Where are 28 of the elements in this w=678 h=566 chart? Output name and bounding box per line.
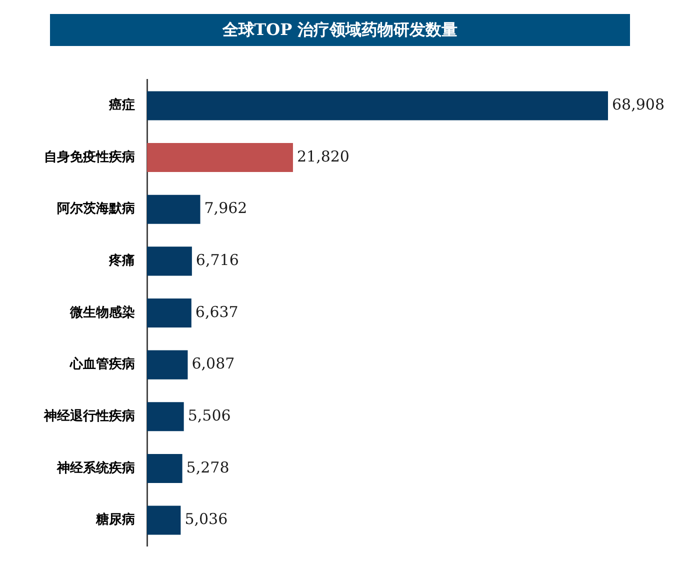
y-tick-label: 神经退行性疾病 — [43, 408, 135, 424]
bar — [147, 246, 192, 276]
data-label: 5,278 — [186, 458, 230, 476]
chart-title: 全球TOP 治疗领域药物研发数量 — [50, 14, 630, 46]
y-tick-label: 糖尿病 — [95, 512, 135, 528]
y-tick-label: 癌症 — [108, 97, 135, 114]
bar — [147, 350, 188, 380]
data-label: 5,036 — [184, 510, 228, 528]
y-tick-label: 心血管疾病 — [69, 356, 135, 372]
data-label: 5,506 — [188, 406, 231, 425]
y-tick-label: 神经系统疾病 — [56, 460, 135, 476]
y-tick-label: 自身免疫性疾病 — [44, 148, 135, 165]
bar — [147, 91, 608, 120]
bar — [147, 506, 181, 535]
data-label: 6,637 — [195, 302, 238, 321]
data-label: 7,962 — [204, 199, 248, 218]
bar — [147, 454, 182, 483]
y-tick-label: 微生物感染 — [69, 304, 135, 320]
data-label: 6,716 — [196, 251, 239, 270]
y-tick-label: 疼痛 — [108, 252, 135, 269]
data-label: 68,908 — [612, 96, 664, 114]
data-label: 21,820 — [296, 147, 350, 166]
bar — [147, 402, 184, 432]
bar — [147, 298, 192, 328]
data-label: 6,087 — [192, 354, 235, 373]
bar — [147, 143, 293, 172]
y-tick-label: 阿尔茨海默病 — [57, 200, 135, 217]
bar — [147, 194, 200, 224]
